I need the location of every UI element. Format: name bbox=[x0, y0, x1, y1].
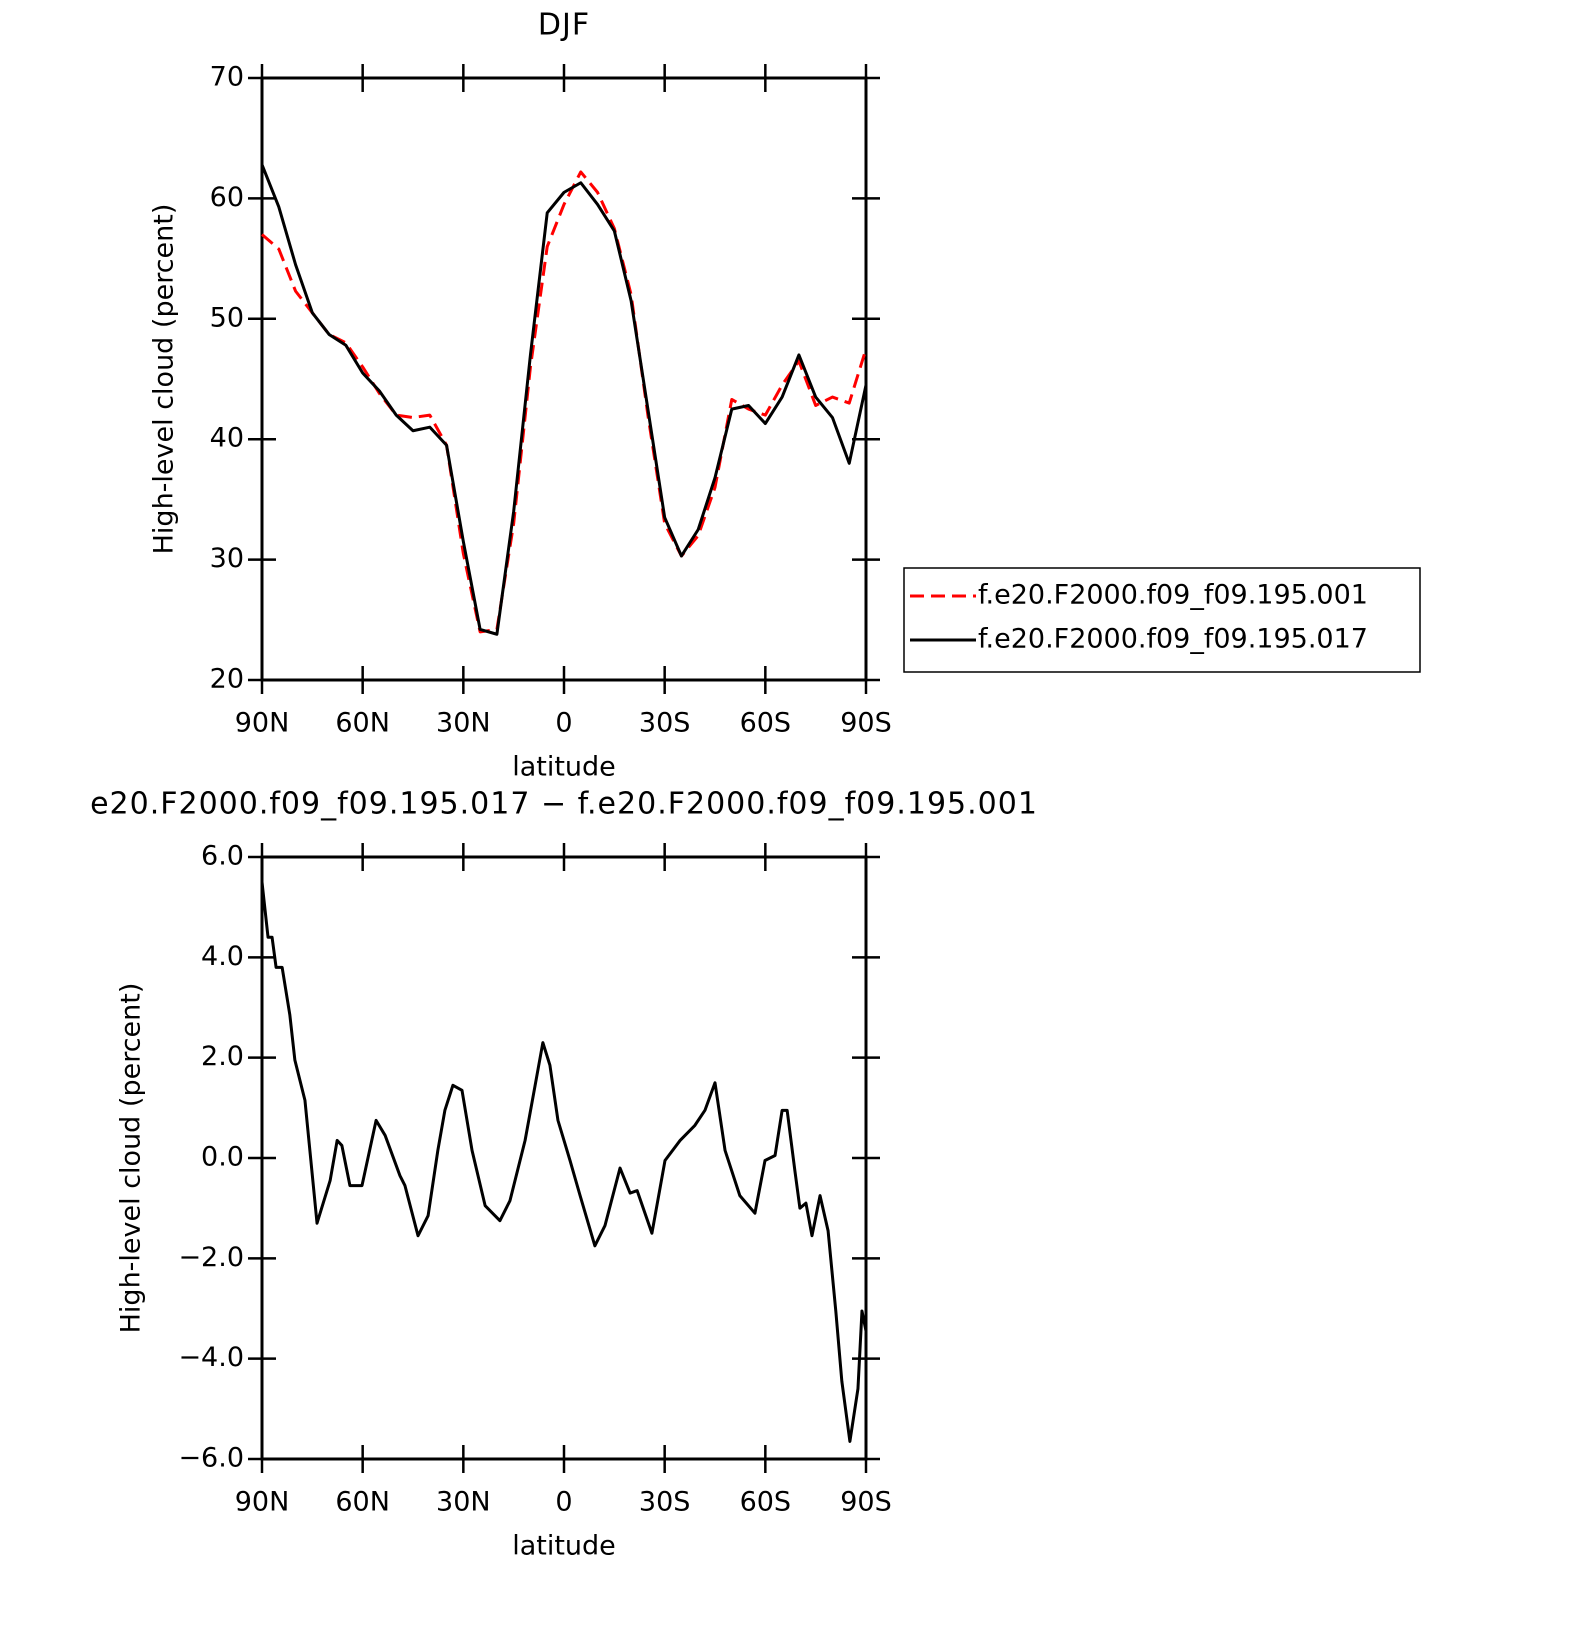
data-line bbox=[260, 164, 868, 636]
chart-title: e20.F2000.f09_f09.195.017 − f.e20.F2000.… bbox=[90, 787, 1038, 822]
y-axis-label: High-level cloud (percent) bbox=[116, 983, 147, 1334]
x-tick-label: 0 bbox=[555, 708, 572, 739]
x-tick-label: 60S bbox=[740, 1487, 792, 1518]
x-tick-label: 90N bbox=[235, 708, 290, 739]
y-tick-label: −4.0 bbox=[178, 1342, 244, 1373]
x-tick-label: 30S bbox=[639, 708, 691, 739]
y-tick-label: 60 bbox=[210, 182, 244, 213]
y-tick-label: 0.0 bbox=[201, 1142, 244, 1173]
x-axis-label: latitude bbox=[512, 752, 616, 783]
legend-box bbox=[903, 567, 1421, 673]
x-tick-label: 0 bbox=[555, 1487, 572, 1518]
y-tick-label: 2.0 bbox=[201, 1041, 244, 1072]
x-tick-label: 90N bbox=[235, 1487, 290, 1518]
x-tick-label: 60N bbox=[335, 1487, 390, 1518]
legend-label: f.e20.F2000.f09_f09.195.017 bbox=[978, 624, 1368, 655]
plot-frame bbox=[260, 855, 868, 1461]
y-tick-label: 20 bbox=[210, 664, 244, 695]
x-tick-label: 90S bbox=[840, 708, 892, 739]
data-line bbox=[260, 881, 868, 1443]
x-tick-label: 30S bbox=[639, 1487, 691, 1518]
data-line bbox=[261, 170, 868, 634]
legend-label: f.e20.F2000.f09_f09.195.001 bbox=[978, 580, 1368, 611]
y-tick-label: 4.0 bbox=[201, 941, 244, 972]
y-tick-label: 70 bbox=[210, 62, 244, 93]
x-axis-label: latitude bbox=[512, 1531, 616, 1562]
chart-title: DJF bbox=[538, 8, 590, 43]
plot-frame bbox=[260, 76, 868, 682]
x-tick-label: 60N bbox=[335, 708, 390, 739]
x-tick-label: 90S bbox=[840, 1487, 892, 1518]
y-tick-label: 6.0 bbox=[201, 841, 244, 872]
y-tick-label: 30 bbox=[210, 543, 244, 574]
x-tick-label: 30N bbox=[436, 1487, 491, 1518]
y-tick-label: −6.0 bbox=[178, 1443, 244, 1474]
x-tick-label: 60S bbox=[740, 708, 792, 739]
y-axis-label: High-level cloud (percent) bbox=[149, 204, 180, 555]
y-tick-label: −2.0 bbox=[178, 1242, 244, 1273]
x-tick-label: 30N bbox=[436, 708, 491, 739]
y-tick-label: 40 bbox=[210, 423, 244, 454]
y-tick-label: 50 bbox=[210, 302, 244, 333]
